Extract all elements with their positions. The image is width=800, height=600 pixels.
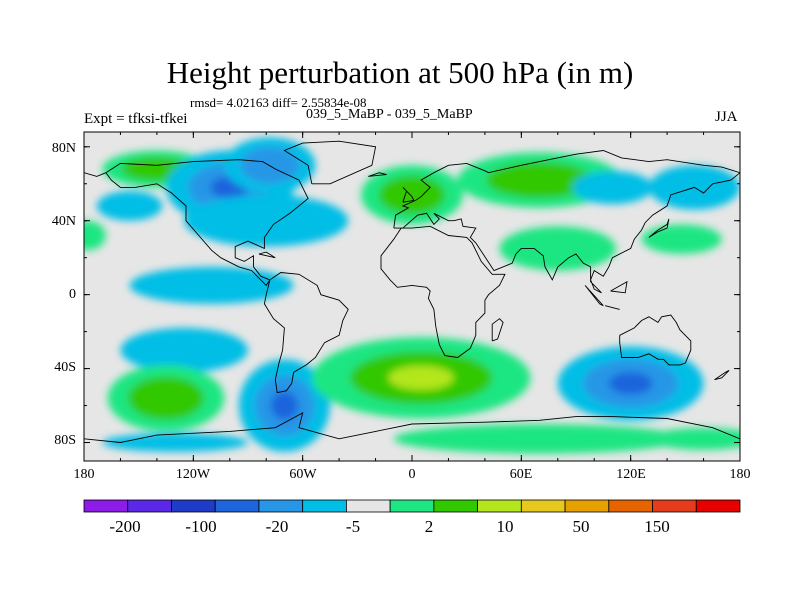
colorbar-swatch xyxy=(652,499,697,513)
case-comparison-label: 039_5_MaBP - 039_5_MaBP xyxy=(306,107,473,122)
colorbar-swatch xyxy=(695,499,741,513)
colorbar-label: 50 xyxy=(572,517,590,536)
colorbar-label: -20 xyxy=(265,517,289,536)
colorbar-swatch xyxy=(389,499,435,513)
colorbar-label: -5 xyxy=(345,517,361,536)
coastline xyxy=(368,172,387,177)
colorbar-swatch xyxy=(564,499,610,513)
lon-label-0: 0 xyxy=(408,467,416,482)
lon-label-60w: 60W xyxy=(289,467,317,482)
colorbar xyxy=(83,499,741,513)
colorbar-swatch xyxy=(433,499,479,513)
coastline xyxy=(393,172,740,294)
lon-label-120e: 120E xyxy=(616,467,646,482)
anomaly-region xyxy=(608,372,653,395)
lon-label-120w: 120W xyxy=(175,467,211,482)
coastline xyxy=(263,272,349,394)
coastlines xyxy=(84,140,740,443)
colorbar-swatch xyxy=(520,499,566,513)
anomaly-region xyxy=(388,365,454,391)
lon-label-180e: 180 xyxy=(729,467,751,482)
coastline xyxy=(283,140,377,185)
anomaly-region xyxy=(378,175,446,215)
colorbar-label: 150 xyxy=(644,517,670,536)
colorbar-label: 2 xyxy=(424,517,434,536)
anomaly-region xyxy=(393,424,686,454)
colorbar-swatch xyxy=(258,499,304,513)
lat-label-equator: 0 xyxy=(69,287,76,302)
lon-label-60e: 60E xyxy=(509,467,533,482)
anomaly-region xyxy=(84,220,106,251)
anomaly-region xyxy=(240,147,300,184)
anomaly-region xyxy=(641,224,722,254)
coastline xyxy=(258,251,276,259)
chart-title: Height perturbation at 500 hPa (in m) xyxy=(166,55,634,90)
colorbar-swatch xyxy=(608,499,653,513)
anomaly-region xyxy=(270,391,299,420)
coastline xyxy=(105,159,309,287)
coastline xyxy=(648,218,670,238)
lat-label-80s: 80S xyxy=(54,433,76,448)
lat-label-40n: 40N xyxy=(51,214,76,229)
anomaly-region xyxy=(486,162,593,199)
colorbar-swatch xyxy=(83,499,129,513)
coastline xyxy=(393,150,740,229)
colorbar-swatch xyxy=(127,499,172,513)
anomaly-region xyxy=(572,170,653,205)
rmsd-diff-stats: rmsd= 4.02163 diff= 2.55834e-08 xyxy=(190,95,367,110)
axis-ticks xyxy=(83,132,741,461)
coastline xyxy=(605,305,620,310)
season-label: JJA xyxy=(715,109,738,125)
coastline xyxy=(84,172,107,177)
lon-label-180w: 180 xyxy=(73,467,95,482)
anomaly-region xyxy=(96,191,163,221)
anomaly-region xyxy=(102,433,248,452)
coastline xyxy=(584,285,604,307)
anomaly-region xyxy=(128,376,204,420)
anomaly-region xyxy=(120,327,248,373)
colorbar-swatch xyxy=(477,499,522,513)
anomaly-region xyxy=(184,194,349,247)
colorbar-swatch xyxy=(171,499,216,513)
coastline xyxy=(714,369,730,381)
anomaly-region xyxy=(499,226,617,271)
colorbar-label: -200 xyxy=(109,517,141,536)
coastline xyxy=(610,280,628,294)
colorbar-label: -100 xyxy=(185,517,217,536)
colorbar-swatch xyxy=(214,499,260,513)
coastline xyxy=(402,187,415,203)
colorbar-label: 10 xyxy=(496,517,514,536)
experiment-label: Expt = tfksi-tfkei xyxy=(84,111,188,127)
coastline xyxy=(84,412,740,443)
anomaly-region xyxy=(129,266,294,304)
colorbar-swatch xyxy=(345,499,391,513)
coastline xyxy=(380,225,506,358)
coastline xyxy=(491,318,504,342)
colorbar-swatch xyxy=(302,499,347,513)
lat-label-80n: 80N xyxy=(51,141,76,156)
map-panel xyxy=(84,132,740,461)
coastline xyxy=(619,314,692,366)
anomaly-region xyxy=(648,427,740,450)
lat-label-40s: 40S xyxy=(54,360,76,375)
